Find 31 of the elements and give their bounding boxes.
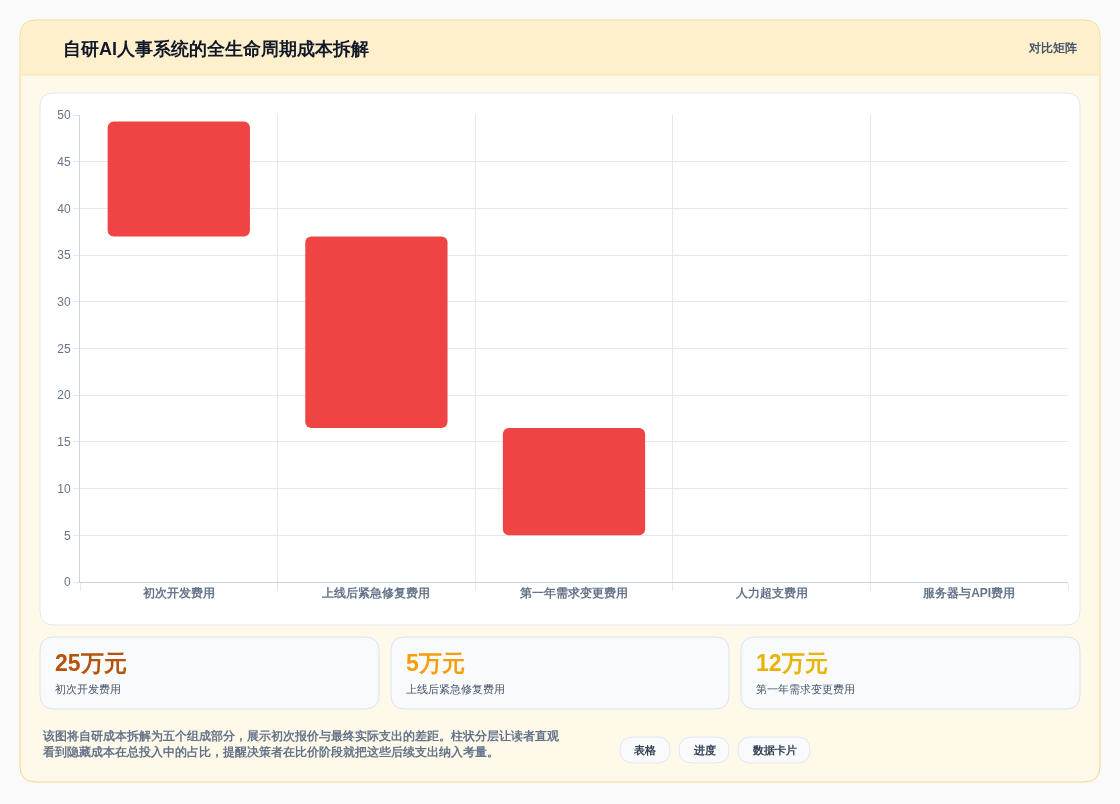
y-tick-label: 45 xyxy=(57,154,71,169)
y-tick-label: 5 xyxy=(63,528,71,543)
y-tick-label: 10 xyxy=(57,481,71,496)
y-tick-label: 0 xyxy=(63,575,71,590)
x-tick-label: 服务器与API费用 xyxy=(922,586,1016,601)
x-tick-label: 初次开发费用 xyxy=(141,586,215,601)
y-tick-label: 20 xyxy=(57,388,71,403)
y-tick-label: 50 xyxy=(57,108,71,123)
text: 上线后紧急修复费用 xyxy=(406,683,505,695)
text: 数据卡片 xyxy=(752,744,797,756)
y-tick-label: 15 xyxy=(57,435,71,450)
x-tick-label: 上线后紧急修复费用 xyxy=(321,586,431,601)
y-tick-label: 40 xyxy=(57,201,71,216)
bar xyxy=(305,236,448,428)
bar xyxy=(502,427,646,536)
text: 该图将自研成本拆解为五个组成部分，展示初次报价与最终实际支出的差距。柱状分层让读者直观看到隐藏成本在总投入中的占比，提醒决策者在比价阶段就把这些后续支出纳入考量。 xyxy=(42,729,560,759)
y-tick-label: 25 xyxy=(57,341,71,356)
text: 初次开发费用 xyxy=(55,683,121,695)
chart-title: 自研AI人事系统的全生命周期成本拆解 xyxy=(63,39,369,60)
text: 进度 xyxy=(693,744,716,756)
x-tick-label: 第一年需求变更费用 xyxy=(519,586,628,601)
text: 对比矩阵 xyxy=(1028,41,1077,55)
text: 表格 xyxy=(633,744,657,756)
y-tick-label: 30 xyxy=(57,295,71,309)
y-tick-label: 35 xyxy=(57,248,71,263)
text: 5万元 xyxy=(406,650,465,676)
text: 第一年需求变更费用 xyxy=(756,683,855,695)
text: 25万元 xyxy=(55,650,127,676)
x-tick-label: 人力超支费用 xyxy=(734,586,808,601)
bar xyxy=(107,121,250,237)
text: 12万元 xyxy=(756,650,828,676)
